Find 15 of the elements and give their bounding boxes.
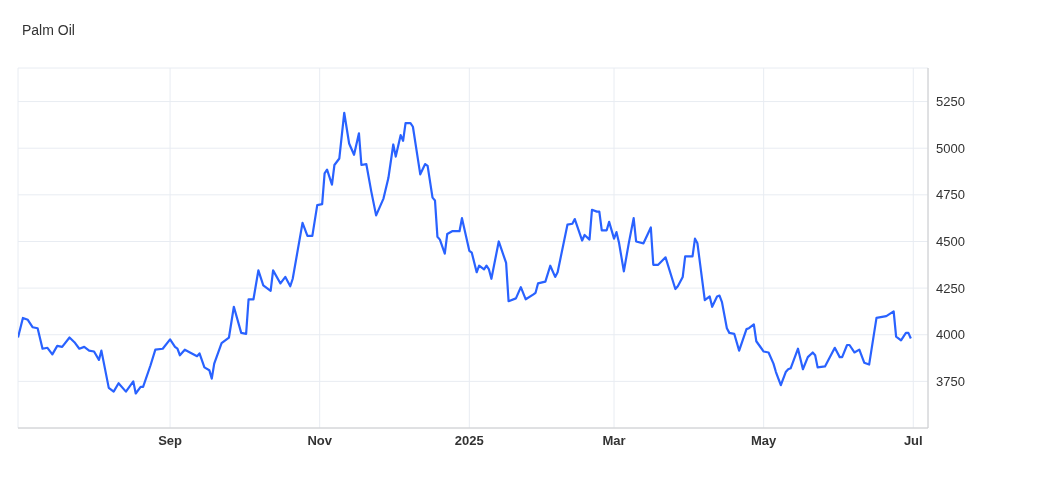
chart-title: Palm Oil bbox=[21, 21, 76, 40]
y-tick-label: 4750 bbox=[936, 187, 965, 203]
x-tick-label: Mar bbox=[602, 433, 626, 449]
y-tick-label: 5000 bbox=[936, 140, 965, 156]
x-tick-label: 2025 bbox=[454, 433, 484, 449]
line-series bbox=[18, 111, 912, 395]
y-tick-label: 4250 bbox=[936, 280, 965, 296]
x-tick-label: Nov bbox=[307, 433, 333, 449]
x-tick-label: May bbox=[751, 433, 778, 449]
y-tick-label: 3750 bbox=[936, 373, 965, 389]
y-tick-label: 5250 bbox=[936, 94, 965, 110]
y-tick-label: 4500 bbox=[936, 234, 965, 250]
x-tick-label: Sep bbox=[158, 433, 183, 449]
x-tick-label: Jul bbox=[903, 433, 923, 449]
y-tick-label: 4000 bbox=[936, 327, 965, 343]
